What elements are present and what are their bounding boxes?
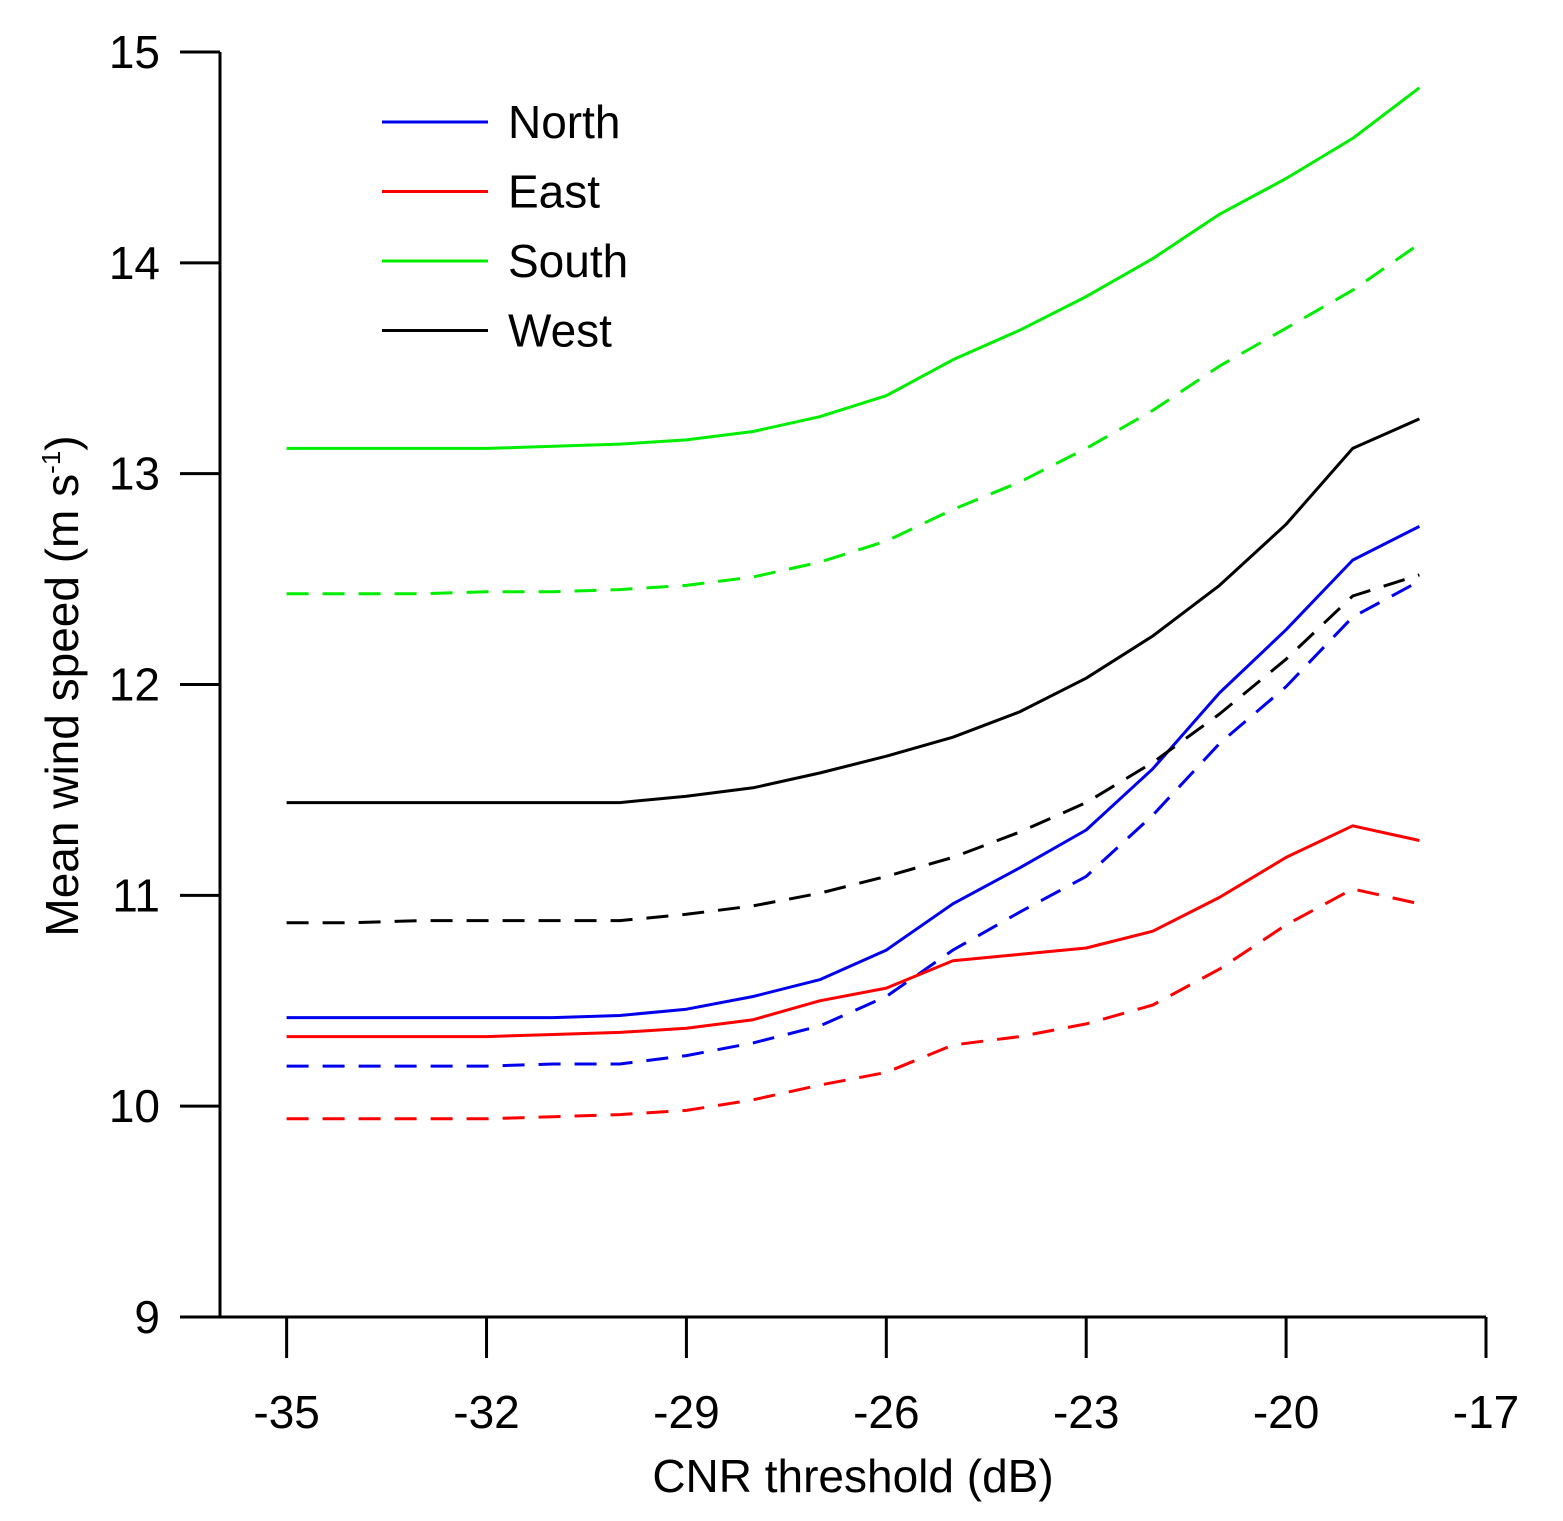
y-tick-label: 9 (134, 1291, 160, 1343)
series-line-south-solid (286, 86, 1421, 450)
x-tick-label: -29 (653, 1386, 719, 1438)
legend-label-north: North (508, 96, 620, 148)
series-layer (286, 86, 1421, 1121)
x-tick-label: -20 (1253, 1386, 1319, 1438)
y-tick-label: 10 (109, 1080, 160, 1132)
series-line-north-dashed (286, 579, 1421, 1068)
y-axis-title-end: ) (36, 435, 88, 450)
series-line-west-dashed (286, 573, 1420, 925)
series-line-east-solid (286, 824, 1420, 1039)
y-axis-title-sup: -1 (36, 451, 66, 474)
legend: North East South West (382, 96, 628, 357)
y-tick-label: 13 (109, 448, 160, 500)
ticks-layer: 9 10 11 12 13 14 15 -35 -32 -29 -26 -23 -20 -17 (109, 26, 1519, 1438)
y-axis-title-main: Mean wind speed (m s (36, 474, 88, 937)
series-line-north-solid (286, 525, 1421, 1020)
y-tick-label: 15 (109, 26, 160, 78)
series-line-east-dashed (286, 887, 1420, 1121)
legend-label-south: South (508, 235, 628, 287)
legend-label-east: East (508, 166, 600, 218)
y-tick-label: 14 (109, 237, 160, 289)
legend-label-west: West (508, 305, 612, 357)
y-tick-label: 11 (112, 869, 160, 921)
x-tick-label: -17 (1453, 1386, 1519, 1438)
x-tick-label: -26 (853, 1386, 919, 1438)
x-tick-label: -32 (453, 1386, 519, 1438)
x-tick-label: -35 (253, 1386, 319, 1438)
y-tick-label: 12 (109, 659, 160, 711)
series-line-south-dashed (286, 242, 1421, 596)
series-line-west-solid (286, 417, 1421, 805)
x-tick-label: -23 (1053, 1386, 1119, 1438)
y-axis-title: Mean wind speed (m s-1) (36, 435, 88, 936)
x-axis-title: CNR threshold (dB) (652, 1450, 1053, 1502)
